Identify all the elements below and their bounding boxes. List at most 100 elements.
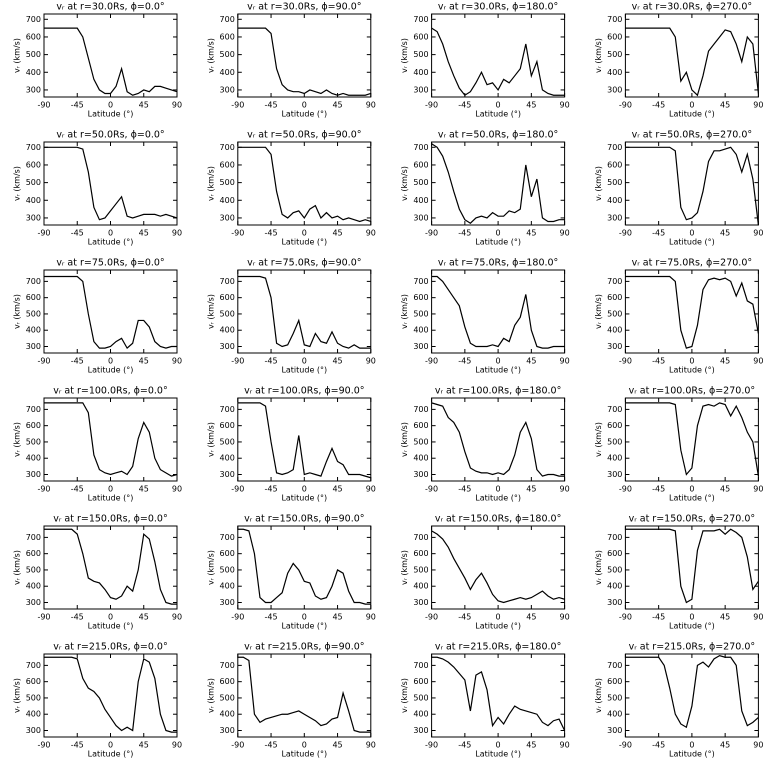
y-tick-label: 300 <box>26 342 41 351</box>
y-tick-label: 500 <box>220 565 235 574</box>
y-tick-label: 400 <box>26 454 41 463</box>
y-tick-label: 700 <box>220 405 235 414</box>
y-tick-label: 400 <box>220 196 235 205</box>
data-line <box>431 402 565 477</box>
plot-frame <box>43 269 178 354</box>
panel-title: vᵣ at r=30.0Rs, ϕ=270.0° <box>632 2 752 13</box>
y-tick-label: 500 <box>413 50 428 59</box>
y-tick-label: 400 <box>220 68 235 77</box>
panel-title: vᵣ at r=75.0Rs, ϕ=0.0° <box>56 258 164 269</box>
y-tick-label: 400 <box>413 582 428 591</box>
y-axis-label: vᵣ (km/s) <box>594 38 603 73</box>
y-tick-label: 400 <box>26 710 41 719</box>
y-tick-label: 400 <box>220 582 235 591</box>
x-axis-label: Latitude (°) <box>669 494 715 503</box>
y-tick-label: 600 <box>26 32 41 41</box>
data-line <box>237 146 371 223</box>
y-tick-label: 300 <box>220 470 235 479</box>
plot-frame <box>431 13 566 98</box>
data-line <box>44 275 177 350</box>
x-tick-label: -45 <box>71 613 84 622</box>
y-tick-label: 400 <box>26 326 41 335</box>
y-tick-label: 400 <box>607 196 622 205</box>
y-tick-label: 300 <box>220 726 235 735</box>
y-tick-label: 400 <box>607 710 622 719</box>
y-tick-label: 300 <box>607 85 622 94</box>
x-tick-label: -45 <box>652 357 665 366</box>
y-axis-label: vᵣ (km/s) <box>206 678 215 713</box>
y-axis-label: vᵣ (km/s) <box>400 550 409 585</box>
y-tick-label: 700 <box>413 661 428 670</box>
y-tick-label: 600 <box>413 549 428 558</box>
x-tick-label: -45 <box>265 229 278 238</box>
x-axis-label: Latitude (°) <box>475 110 521 119</box>
x-tick-label: 0 <box>302 101 307 110</box>
x-tick-label: 90 <box>172 101 182 110</box>
x-tick-label: 0 <box>689 101 694 110</box>
y-tick-label: 700 <box>607 533 622 542</box>
x-axis-label: Latitude (°) <box>281 750 327 759</box>
y-tick-label: 700 <box>607 405 622 414</box>
data-line <box>44 146 178 221</box>
x-tick-label: 45 <box>526 485 536 494</box>
x-axis-label: Latitude (°) <box>669 366 715 375</box>
x-axis-label: Latitude (°) <box>88 238 134 247</box>
x-axis-label: Latitude (°) <box>475 366 521 375</box>
x-tick-label: -45 <box>458 357 471 366</box>
plot-frame <box>237 141 372 226</box>
x-tick-label: 0 <box>108 741 113 750</box>
x-axis-label: Latitude (°) <box>281 238 327 247</box>
y-tick-label: 600 <box>220 421 235 430</box>
y-tick-label: 400 <box>413 196 428 205</box>
x-tick-label: 45 <box>139 485 149 494</box>
y-tick-label: 300 <box>26 726 41 735</box>
x-axis-label: Latitude (°) <box>88 366 134 375</box>
panel-title: vᵣ at r=100.0Rs, ϕ=180.0° <box>435 386 562 397</box>
x-tick-label: -90 <box>231 741 244 750</box>
y-tick-label: 600 <box>607 293 622 302</box>
panel-title: vᵣ at r=215.0Rs, ϕ=90.0° <box>244 642 364 653</box>
data-line <box>44 528 177 605</box>
panel-title: vᵣ at r=75.0Rs, ϕ=270.0° <box>632 258 752 269</box>
panel-title: vᵣ at r=215.0Rs, ϕ=0.0° <box>53 642 167 653</box>
x-tick-label: 90 <box>366 613 376 622</box>
y-tick-label: 600 <box>413 160 428 169</box>
y-tick-label: 300 <box>607 470 622 479</box>
x-tick-label: -45 <box>652 229 665 238</box>
y-tick-label: 600 <box>220 160 235 169</box>
y-tick-label: 400 <box>607 68 622 77</box>
y-tick-label: 700 <box>26 277 41 286</box>
x-axis-label: Latitude (°) <box>88 110 134 119</box>
y-tick-label: 300 <box>413 85 428 94</box>
y-tick-label: 500 <box>413 693 428 702</box>
y-tick-label: 600 <box>220 293 235 302</box>
x-tick-label: -90 <box>619 485 632 494</box>
x-tick-label: 0 <box>496 101 501 110</box>
data-line <box>625 275 759 349</box>
x-tick-label: 90 <box>366 101 376 110</box>
y-tick-label: 400 <box>607 326 622 335</box>
y-axis-label: vᵣ (km/s) <box>13 550 22 585</box>
x-tick-label: 45 <box>139 229 149 238</box>
y-tick-label: 600 <box>220 677 235 686</box>
y-tick-label: 600 <box>413 32 428 41</box>
panel-title: vᵣ at r=30.0Rs, ϕ=180.0° <box>438 2 558 13</box>
y-tick-label: 700 <box>413 143 428 152</box>
plot-frame <box>237 13 372 98</box>
x-tick-label: -90 <box>231 229 244 238</box>
x-tick-label: 0 <box>302 357 307 366</box>
plot-frame <box>431 525 566 610</box>
x-tick-label: -45 <box>71 101 84 110</box>
y-tick-label: 300 <box>413 598 428 607</box>
x-tick-label: -45 <box>458 229 471 238</box>
y-tick-label: 300 <box>26 213 41 222</box>
y-axis-label: vᵣ (km/s) <box>206 550 215 585</box>
y-axis-label: vᵣ (km/s) <box>13 294 22 329</box>
y-tick-label: 500 <box>607 693 622 702</box>
y-tick-label: 700 <box>607 15 622 24</box>
x-axis-label: Latitude (°) <box>475 238 521 247</box>
x-tick-label: -45 <box>652 613 665 622</box>
x-tick-label: -90 <box>619 101 632 110</box>
plot-frame <box>624 269 759 354</box>
